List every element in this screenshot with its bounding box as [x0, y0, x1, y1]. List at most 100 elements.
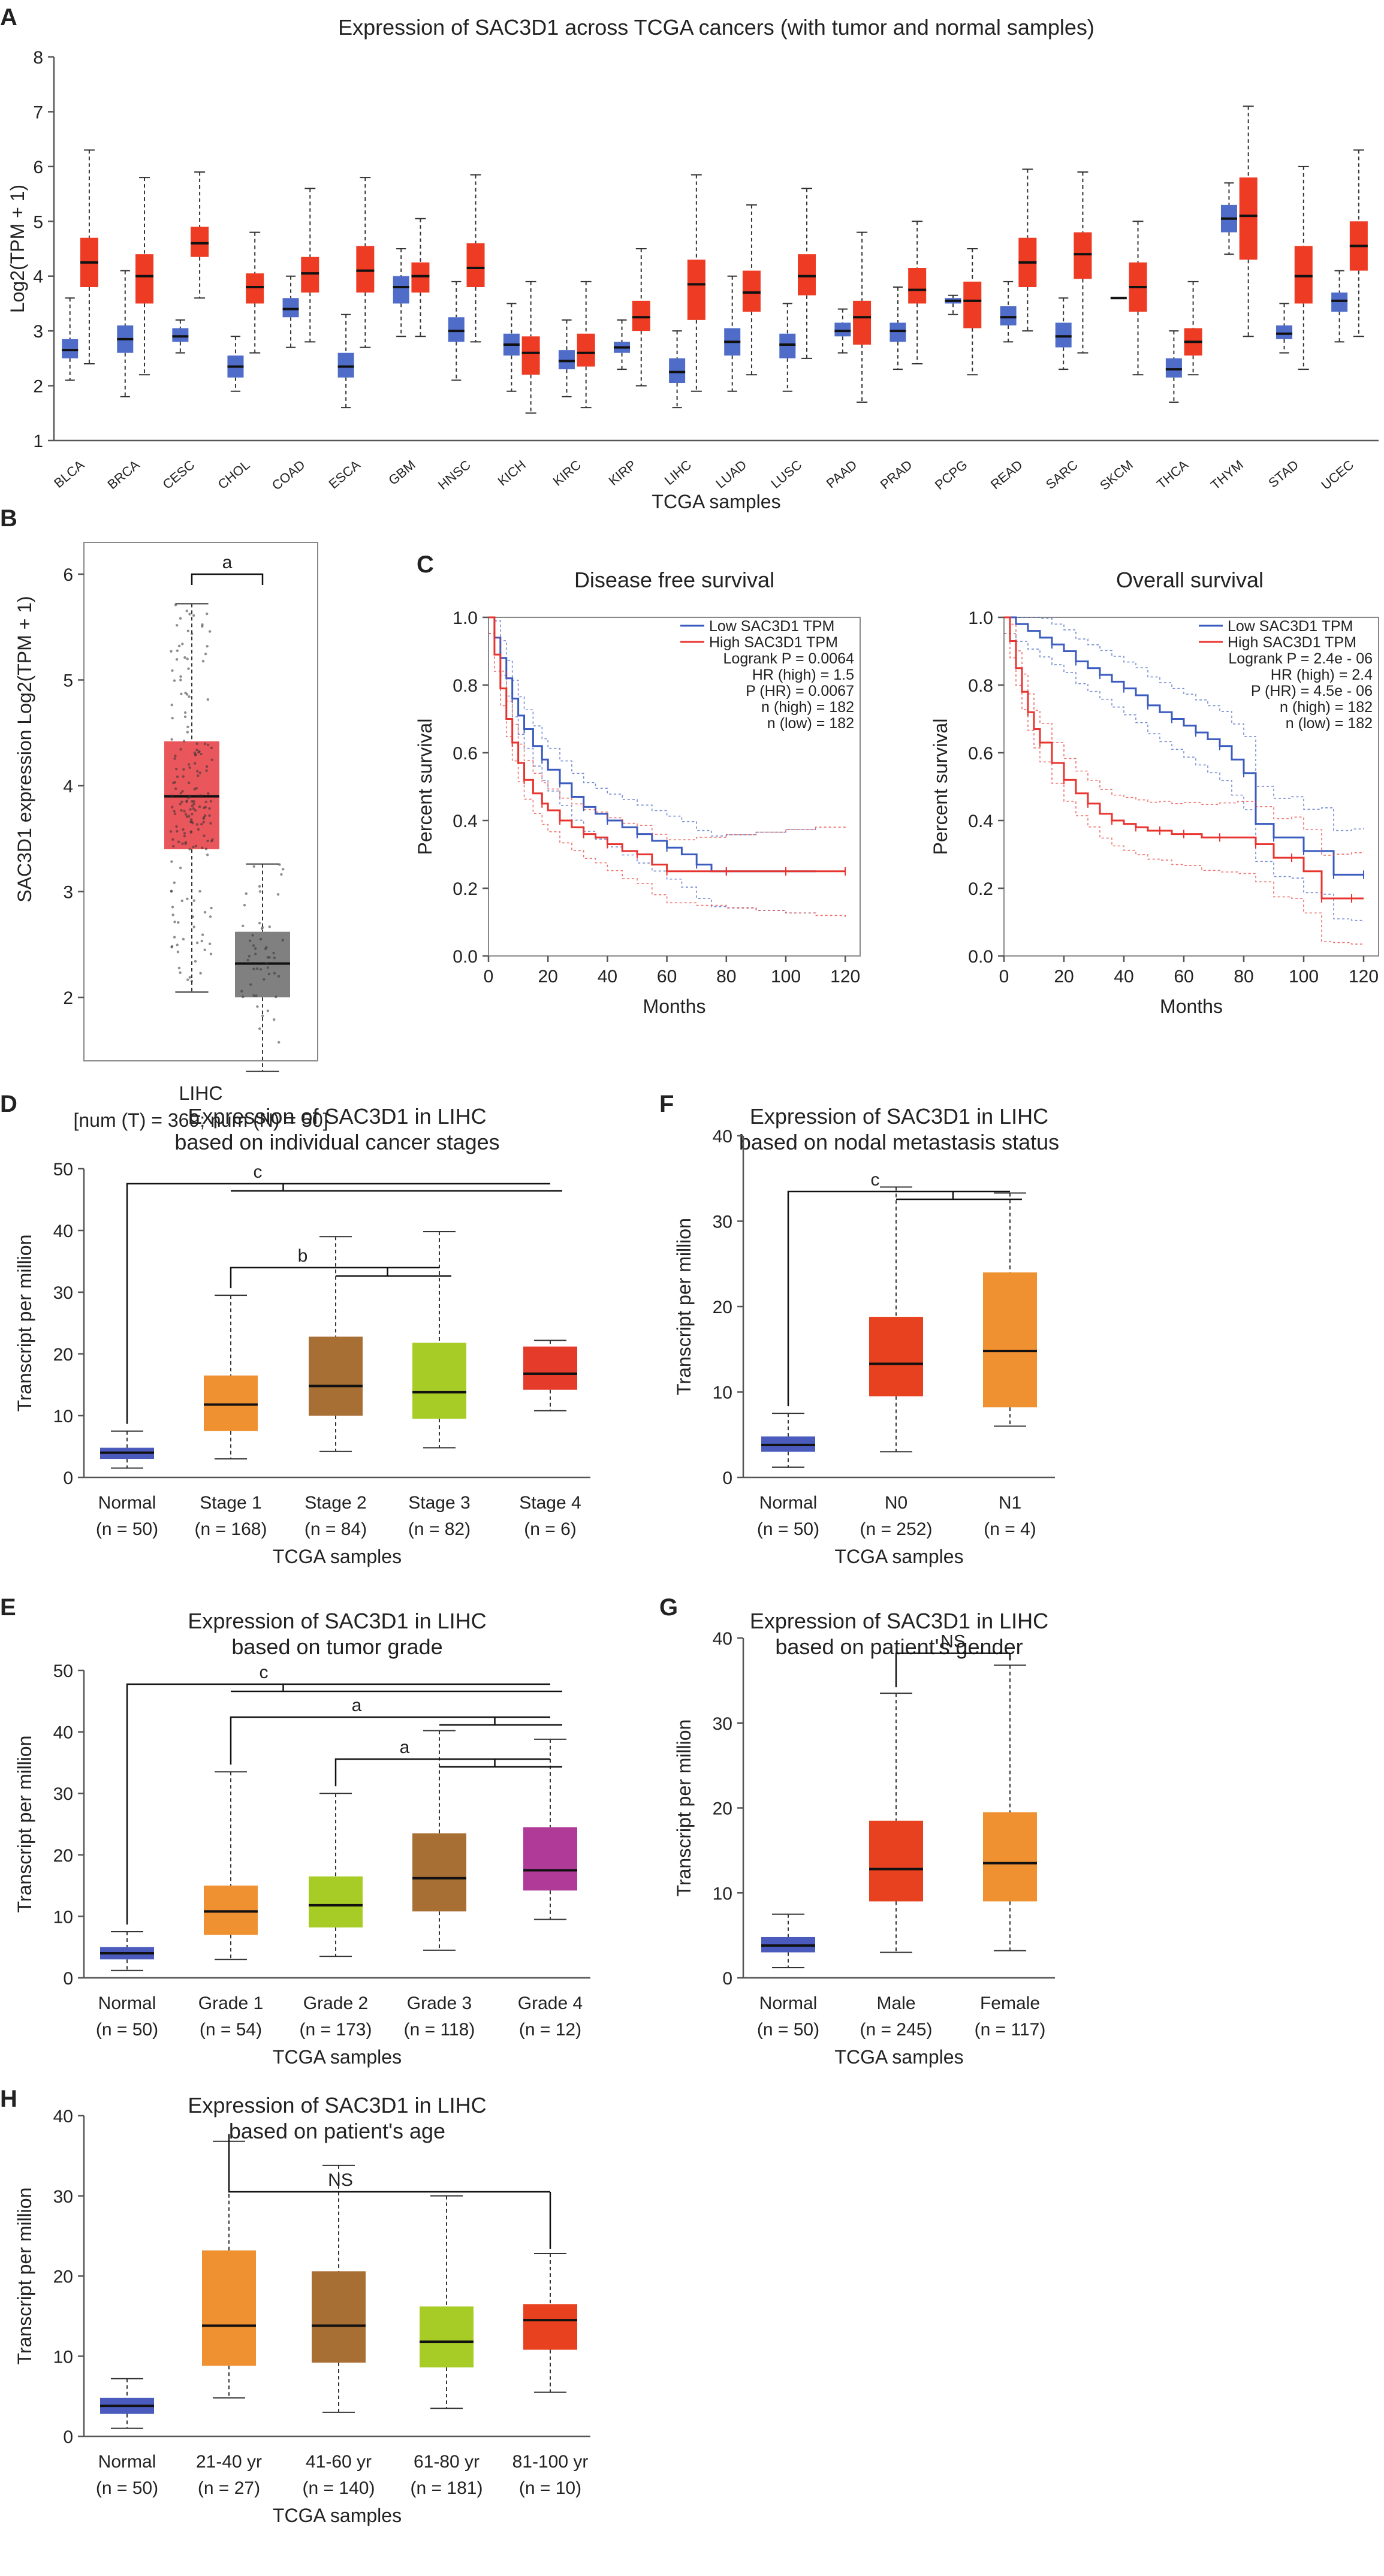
box-tumor-BLCA: [80, 149, 98, 364]
sample-point: [179, 792, 182, 795]
x-axis-title: TCGA samples: [273, 1546, 402, 1567]
sample-point: [195, 742, 198, 745]
sample-point: [170, 738, 173, 741]
x-tick-label: READ: [988, 457, 1026, 492]
y-tick-label: 3: [33, 322, 43, 342]
x-tick-label: PRAD: [878, 457, 915, 492]
sample-point: [180, 800, 183, 804]
sample-point: [171, 838, 174, 841]
box-tumor-STAD: [1294, 165, 1313, 370]
sample-count: (n = 4): [984, 1519, 1036, 1539]
panel-label-B: B: [0, 505, 17, 532]
y-axis-title: Transcript per million: [14, 2188, 35, 2365]
sample-point: [173, 881, 176, 884]
sample-point: [193, 751, 196, 755]
sample-point: [180, 899, 183, 903]
box-body: [983, 1812, 1037, 1902]
box-body: [282, 298, 299, 318]
sample-point: [281, 939, 284, 942]
sample-count: (n = 84): [304, 1519, 367, 1539]
sample-point: [277, 975, 281, 978]
sample-point: [208, 807, 211, 810]
x-axis-title: TCGA samples: [273, 2046, 402, 2068]
box-tumor-PCPG: [963, 248, 982, 376]
plot-frame: [1003, 617, 1379, 957]
survival-curve: [1004, 616, 1364, 876]
box-body: [523, 1827, 577, 1891]
box-body: [202, 2250, 256, 2366]
y-tick-label: 20: [713, 1298, 732, 1317]
box-body: [1276, 325, 1293, 339]
box-body: [309, 1337, 363, 1416]
sample-point: [206, 853, 209, 856]
box-tumor-GBM: [411, 218, 430, 337]
x-tick-label: 80: [716, 967, 736, 987]
sample-point: [181, 842, 184, 845]
x-tick-label: THCA: [1154, 457, 1191, 491]
y-tick-label: 0.0: [968, 947, 993, 967]
y-axis-title: Transcript per million: [673, 1720, 695, 1897]
x-axis-title: Months: [1160, 996, 1223, 1017]
y-tick-label: 0: [63, 1468, 73, 1488]
legend-entry: High SAC3D1 TPM: [1228, 634, 1356, 651]
sample-point: [208, 942, 212, 945]
sample-point: [173, 812, 177, 816]
x-tick-label: Grade 4: [518, 1993, 583, 2013]
sample-point: [186, 731, 189, 734]
legend-entry: High SAC3D1 TPM: [709, 634, 838, 651]
x-tick-label: Stage 3: [408, 1493, 470, 1513]
sample-point: [183, 834, 186, 838]
x-tick-label: 20: [538, 967, 558, 987]
box-body: [356, 246, 375, 293]
sample-point: [189, 821, 192, 824]
survival-series-high: [489, 616, 846, 918]
sample-point: [278, 863, 281, 866]
significance-label: a: [400, 1738, 410, 1757]
y-tick-label: 4: [63, 777, 73, 797]
box-61-80-yr: [420, 2195, 474, 2409]
y-tick-label: 0.2: [968, 879, 993, 899]
x-tick-label: 60: [657, 967, 677, 987]
sample-point: [188, 795, 192, 798]
box-tumor: [164, 603, 219, 993]
x-tick-label: KICH: [495, 457, 529, 489]
x-tick-label: SKCM: [1097, 457, 1136, 493]
box-normal-LIHC: [669, 330, 686, 409]
sample-point: [188, 781, 191, 785]
sample-point: [206, 698, 210, 701]
sample-point: [242, 924, 245, 928]
sample-point: [188, 695, 191, 698]
y-tick-label: 20: [713, 1799, 732, 1819]
sample-point: [176, 951, 180, 954]
sample-count: (n = 50): [757, 1519, 819, 1539]
x-axis-title: Months: [643, 996, 706, 1017]
box-tumor-COAD: [301, 188, 319, 343]
sample-point: [188, 613, 191, 616]
y-tick-label: 0.0: [453, 947, 478, 967]
bracket-line: [228, 2134, 550, 2193]
sample-point: [248, 955, 251, 958]
x-tick-label: GBM: [385, 457, 418, 488]
sample-point: [201, 846, 204, 849]
sample-point: [195, 786, 198, 790]
x-axis-title: TCGA samples: [273, 2505, 402, 2526]
sample-point: [242, 995, 245, 999]
sample-point: [272, 951, 275, 955]
chart-title: Expression of SAC3D1 in LIHC: [750, 1104, 1048, 1129]
box-body: [420, 2306, 474, 2367]
sample-point: [195, 749, 198, 752]
sample-point: [194, 753, 197, 757]
sample-point: [188, 847, 191, 851]
y-tick-label: 0.6: [968, 744, 993, 764]
x-tick-label: THYM: [1208, 457, 1246, 493]
plot-frame: [488, 617, 861, 957]
box-normal-SARC: [1055, 297, 1072, 370]
x-axis-title: TCGA samples: [652, 491, 780, 512]
sample-point: [176, 649, 179, 652]
sample-count-caption: [num (T) = 369; num (N) = 50]: [73, 1109, 328, 1131]
sample-point: [201, 625, 204, 628]
sample-point: [195, 823, 199, 826]
sample-point: [252, 994, 255, 997]
confidence-lower: [1004, 633, 1364, 945]
chart-title: Expression of SAC3D1 in LIHC: [188, 1104, 486, 1129]
